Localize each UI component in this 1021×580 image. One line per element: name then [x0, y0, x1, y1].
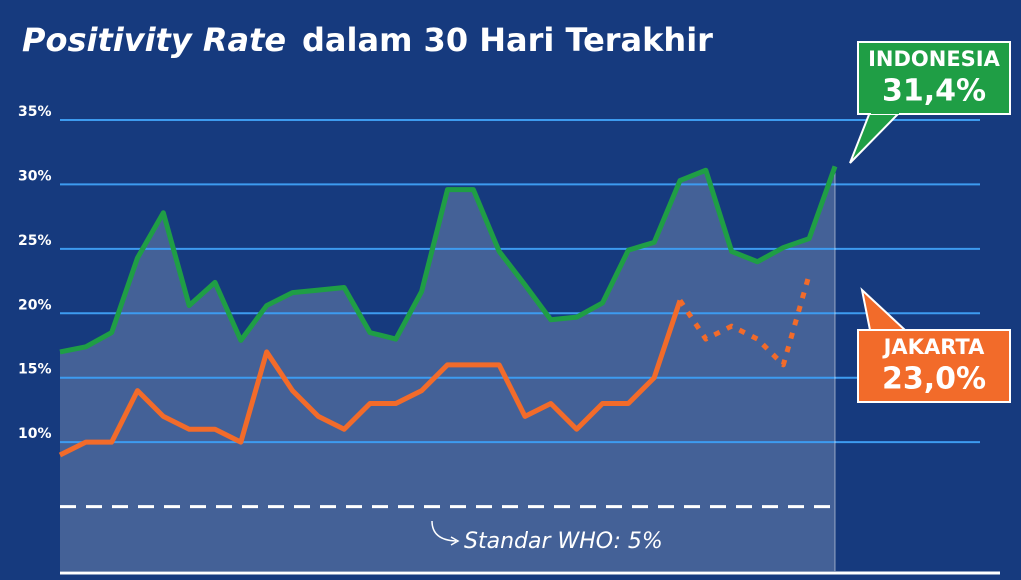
line — [58, 299, 683, 458]
annotation-arrow — [431, 520, 457, 542]
chart-subtitle: dalam 30 Hari Terakhir — [302, 21, 713, 59]
callout-cover — [871, 331, 904, 343]
chart-title: Positivity Rate — [22, 21, 286, 59]
area — [60, 166, 835, 572]
y-tick-label: 10% — [18, 426, 52, 442]
y-tick-label: 35% — [18, 104, 52, 120]
callout-name: INDONESIA — [868, 47, 1001, 71]
line — [59, 165, 838, 355]
annotation: Standar WHO: 5% — [464, 529, 663, 554]
y-tick-label: 15% — [18, 362, 52, 378]
callout-value: 23,0% — [882, 362, 986, 397]
y-tick-label: 25% — [18, 233, 52, 249]
callout-pointer — [860, 287, 908, 331]
y-tick-label: 30% — [18, 168, 52, 184]
y-tick-label: 20% — [18, 297, 52, 313]
line-projected — [677, 273, 812, 368]
callout-cover — [871, 102, 899, 114]
callout-name: JAKARTA — [882, 335, 986, 359]
callout-value: 31,4% — [882, 74, 986, 109]
annotation-arrowhead — [450, 536, 460, 546]
